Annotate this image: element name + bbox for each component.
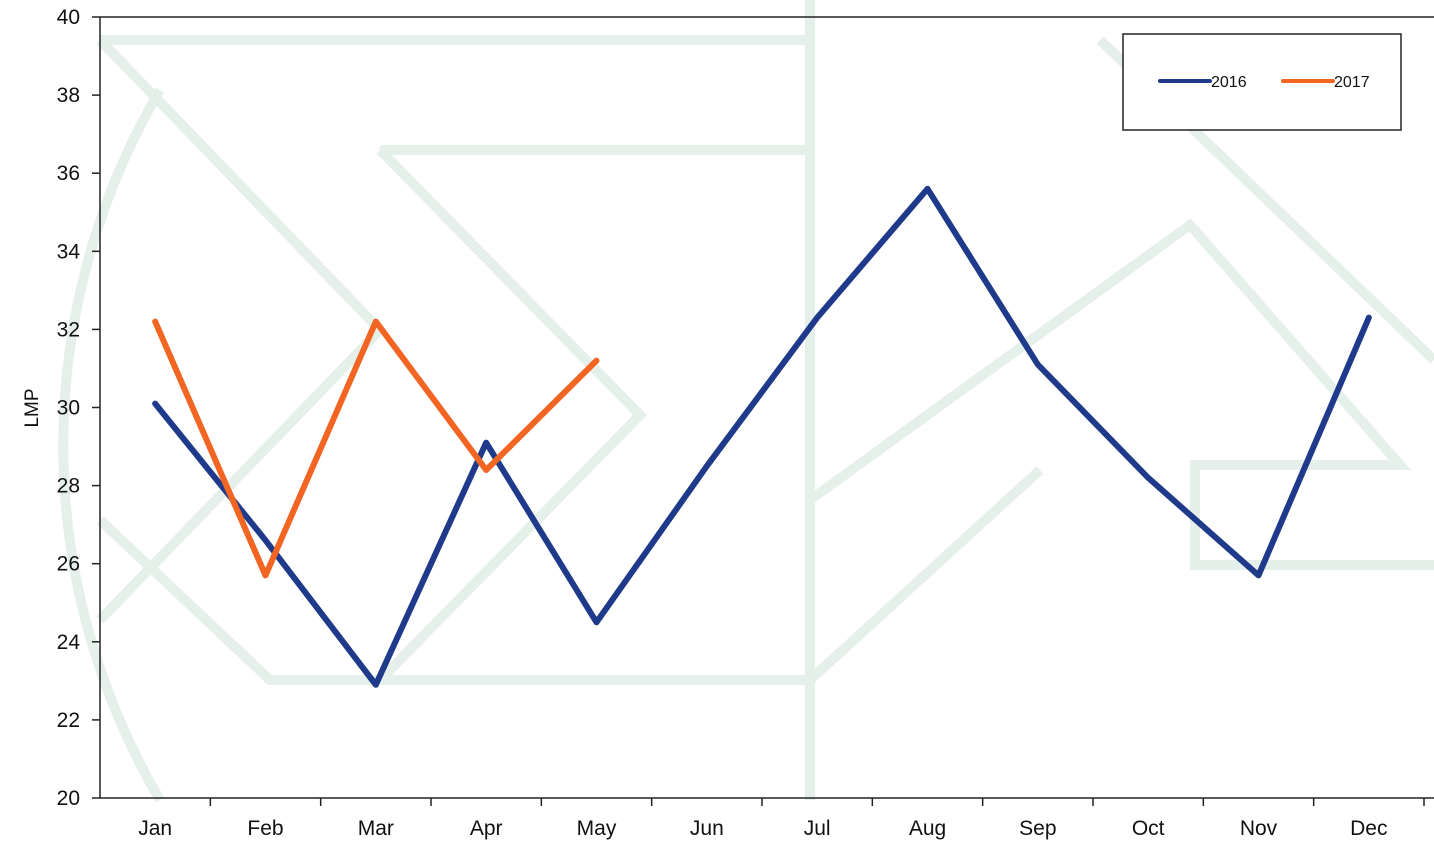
y-axis-label: LMP bbox=[22, 388, 43, 427]
y-tick-label: 22 bbox=[57, 709, 80, 732]
y-tick-label: 24 bbox=[57, 631, 81, 654]
y-tick-label: 26 bbox=[57, 553, 80, 576]
x-tick-label: Aug bbox=[909, 817, 946, 840]
x-tick-label: Jun bbox=[690, 817, 724, 840]
y-tick-label: 28 bbox=[57, 475, 80, 498]
data-point-2016-Feb bbox=[263, 537, 268, 543]
data-point-2017-Jan bbox=[152, 319, 158, 325]
x-tick-label: Sep bbox=[1019, 817, 1056, 840]
legend: 2016 2017 bbox=[1122, 33, 1402, 131]
data-point-2016-Mar bbox=[373, 682, 379, 688]
x-axis-ticks: Jan Feb Mar Apr May Jun Jul Aug Sep Oct Nov Dec bbox=[138, 798, 1425, 840]
y-tick-label: 36 bbox=[57, 162, 80, 185]
legend-label-2016: 2016 bbox=[1211, 74, 1247, 91]
data-point-2016-Dec bbox=[1366, 315, 1372, 321]
data-point-2016-Aug bbox=[925, 186, 930, 192]
x-tick-label: Feb bbox=[247, 817, 283, 840]
x-tick-label: Jan bbox=[138, 817, 172, 840]
x-tick-label: Apr bbox=[470, 817, 503, 840]
y-tick-label: 32 bbox=[57, 318, 80, 341]
data-point-2016-Apr bbox=[483, 440, 489, 446]
data-point-2017-Feb bbox=[263, 572, 268, 578]
x-tick-label: Mar bbox=[358, 817, 394, 840]
series-line-2017 bbox=[152, 318, 600, 579]
data-point-2017-Apr bbox=[483, 467, 489, 473]
x-tick-label: Oct bbox=[1132, 817, 1165, 840]
data-point-2016-Jan bbox=[152, 401, 158, 407]
data-point-2016-Sep bbox=[1035, 362, 1041, 368]
series-layer bbox=[152, 185, 1372, 688]
data-point-2016-Oct bbox=[1145, 475, 1151, 481]
y-tick-label: 30 bbox=[57, 397, 80, 420]
data-point-2017-May bbox=[594, 358, 599, 364]
y-tick-label: 40 bbox=[57, 6, 80, 29]
y-tick-label: 20 bbox=[57, 787, 80, 810]
x-tick-label: Nov bbox=[1240, 817, 1278, 840]
y-tick-label: 38 bbox=[57, 84, 80, 107]
x-tick-label: Dec bbox=[1350, 817, 1387, 840]
y-axis-ticks: 20 22 24 26 28 30 32 34 36 38 40 bbox=[57, 6, 100, 810]
y-tick-label: 34 bbox=[57, 240, 81, 263]
data-point-2016-Nov bbox=[1256, 572, 1261, 578]
data-point-2016-Jul bbox=[814, 315, 820, 321]
data-point-2016-Jun bbox=[704, 463, 710, 469]
data-point-2017-Mar bbox=[373, 319, 379, 325]
x-tick-label: May bbox=[577, 817, 617, 840]
x-tick-label: Jul bbox=[804, 817, 831, 840]
series-line-2016 bbox=[152, 185, 1372, 688]
data-point-2016-May bbox=[594, 619, 599, 625]
legend-label-2017: 2017 bbox=[1334, 74, 1370, 91]
